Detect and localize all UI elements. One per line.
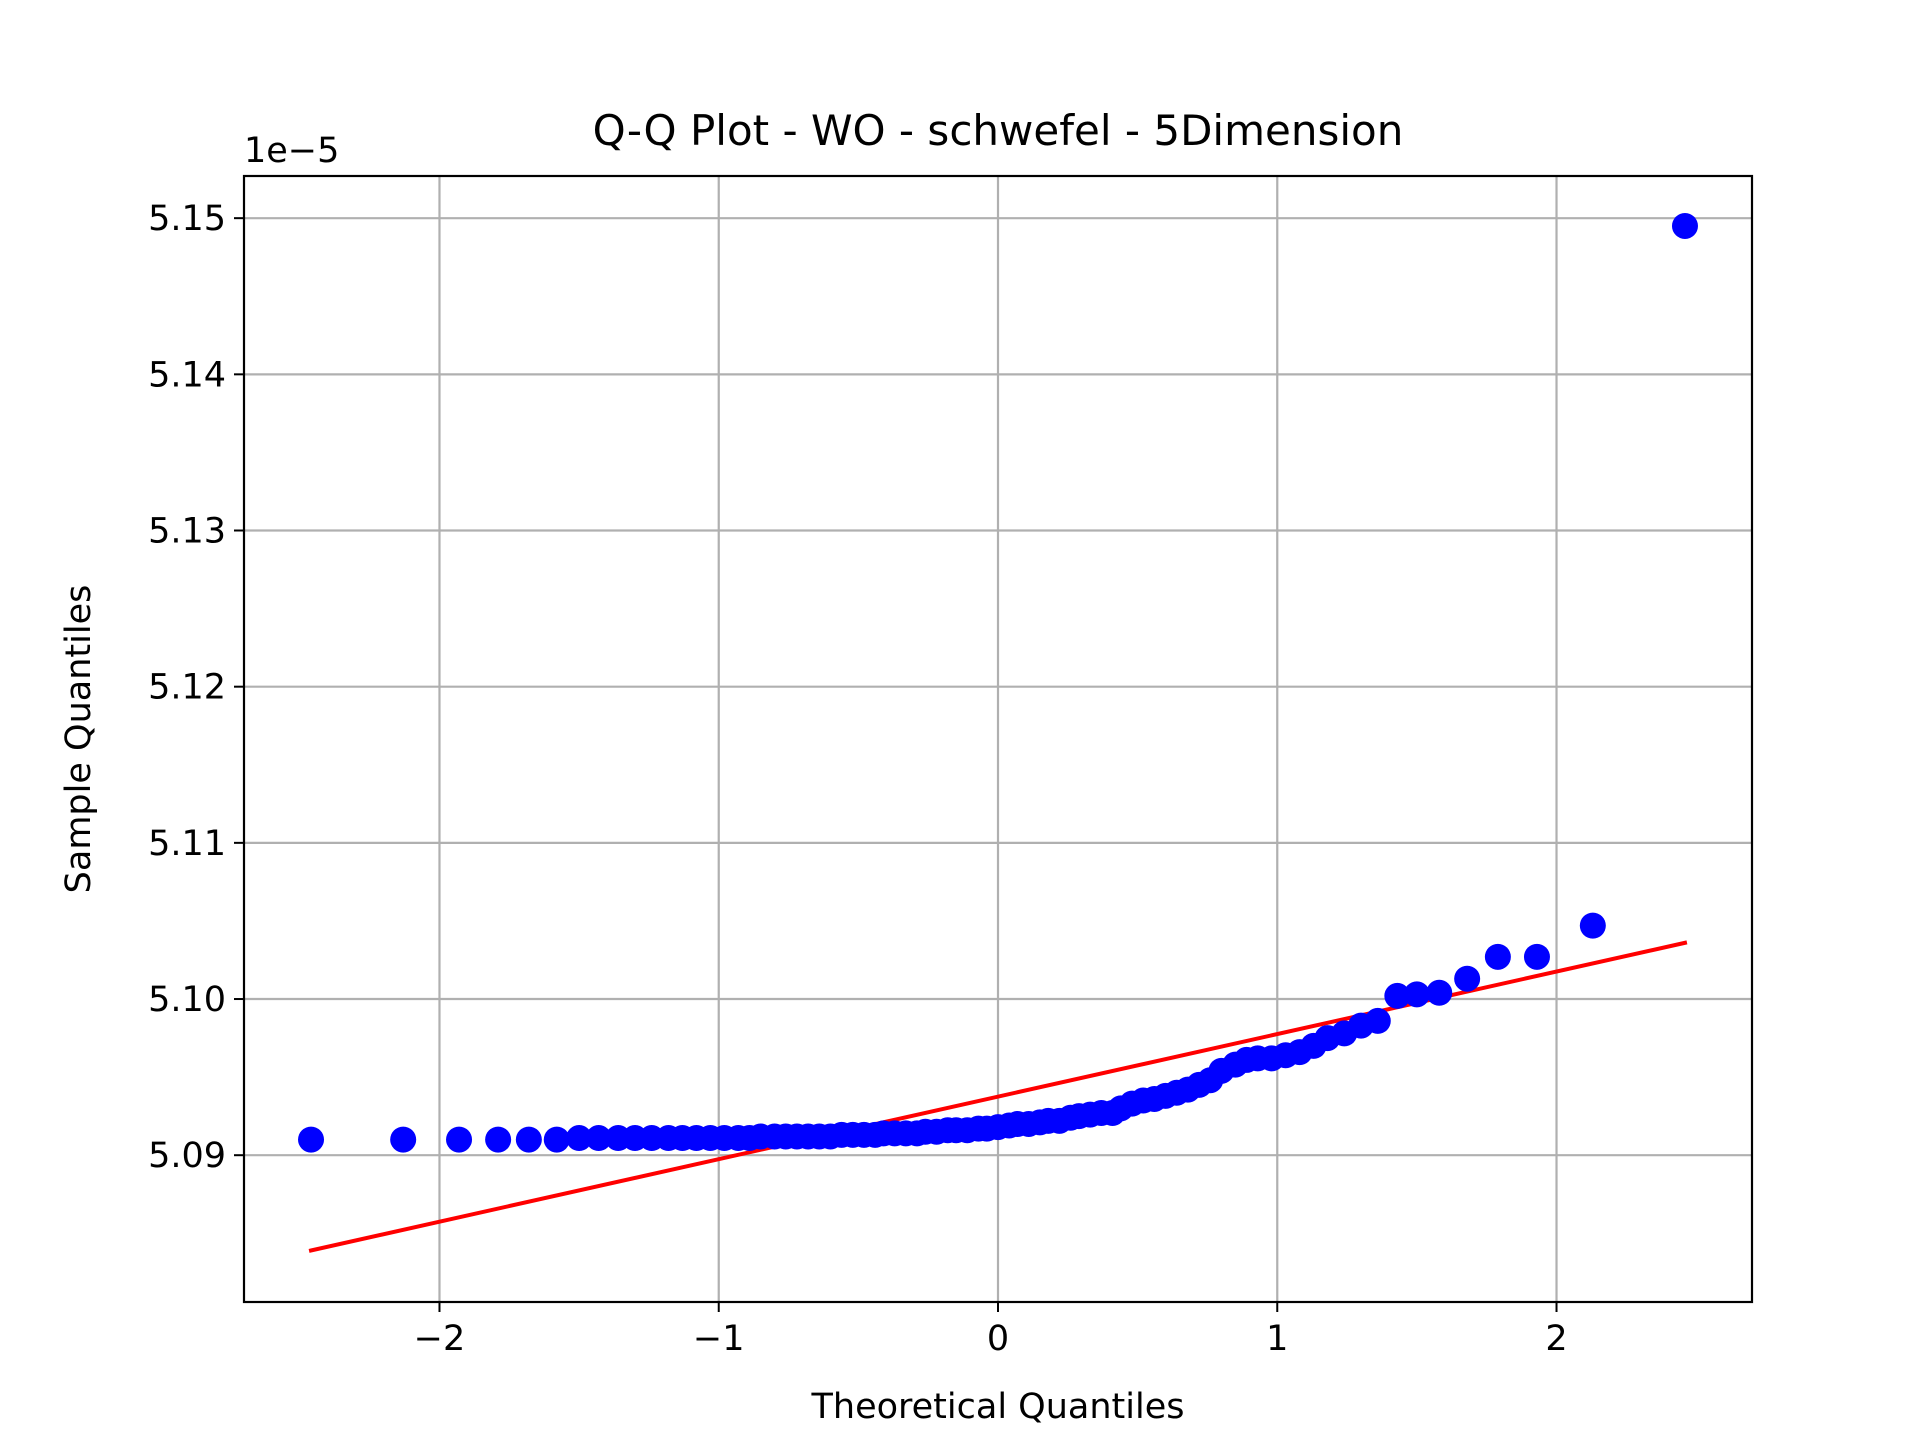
- data-point: [298, 1126, 325, 1153]
- data-point: [1484, 943, 1511, 970]
- data-point: [446, 1126, 473, 1153]
- data-point: [585, 1125, 612, 1152]
- data-point: [1454, 965, 1481, 992]
- x-tick-label: −1: [693, 1319, 745, 1359]
- y-tick-label: 5.14: [148, 355, 226, 395]
- data-point: [390, 1126, 417, 1153]
- data-point: [1671, 212, 1698, 239]
- data-points: [298, 212, 1698, 1153]
- y-axis-ticks: 5.09 5.10 5.11 5.12 5.13 5.14 5.15: [148, 199, 244, 1176]
- data-point: [543, 1126, 570, 1153]
- y-tick-label: 5.13: [148, 512, 226, 552]
- chart-title: Q-Q Plot - WO - schwefel - 5Dimension: [593, 106, 1404, 155]
- y-tick-label: 5.12: [148, 668, 226, 708]
- y-axis-offset-label: 1e−5: [244, 131, 339, 171]
- data-point: [1364, 1007, 1391, 1034]
- data-point: [566, 1125, 593, 1152]
- x-tick-label: 2: [1545, 1319, 1567, 1359]
- data-point: [515, 1126, 542, 1153]
- y-tick-label: 5.09: [148, 1136, 226, 1176]
- data-point: [1426, 979, 1453, 1006]
- data-point: [1579, 912, 1606, 939]
- fit-line: [308, 940, 1688, 1253]
- data-point: [1403, 981, 1430, 1008]
- data-point: [1384, 982, 1411, 1009]
- y-tick-label: 5.10: [148, 980, 226, 1020]
- x-axis-label: Theoretical Quantiles: [811, 1387, 1185, 1427]
- y-tick-label: 5.11: [148, 824, 226, 864]
- x-tick-label: 0: [987, 1319, 1009, 1359]
- y-tick-label: 5.15: [148, 199, 226, 239]
- y-axis-label: Sample Quantiles: [59, 585, 99, 894]
- x-tick-label: 1: [1266, 1319, 1288, 1359]
- x-tick-label: −2: [414, 1319, 466, 1359]
- fit-line-group: [308, 940, 1688, 1253]
- x-axis-ticks: −2 −1 0 1 2: [414, 1302, 1568, 1359]
- grid-lines: [244, 176, 1752, 1302]
- data-point: [485, 1126, 512, 1153]
- data-point: [1523, 943, 1550, 970]
